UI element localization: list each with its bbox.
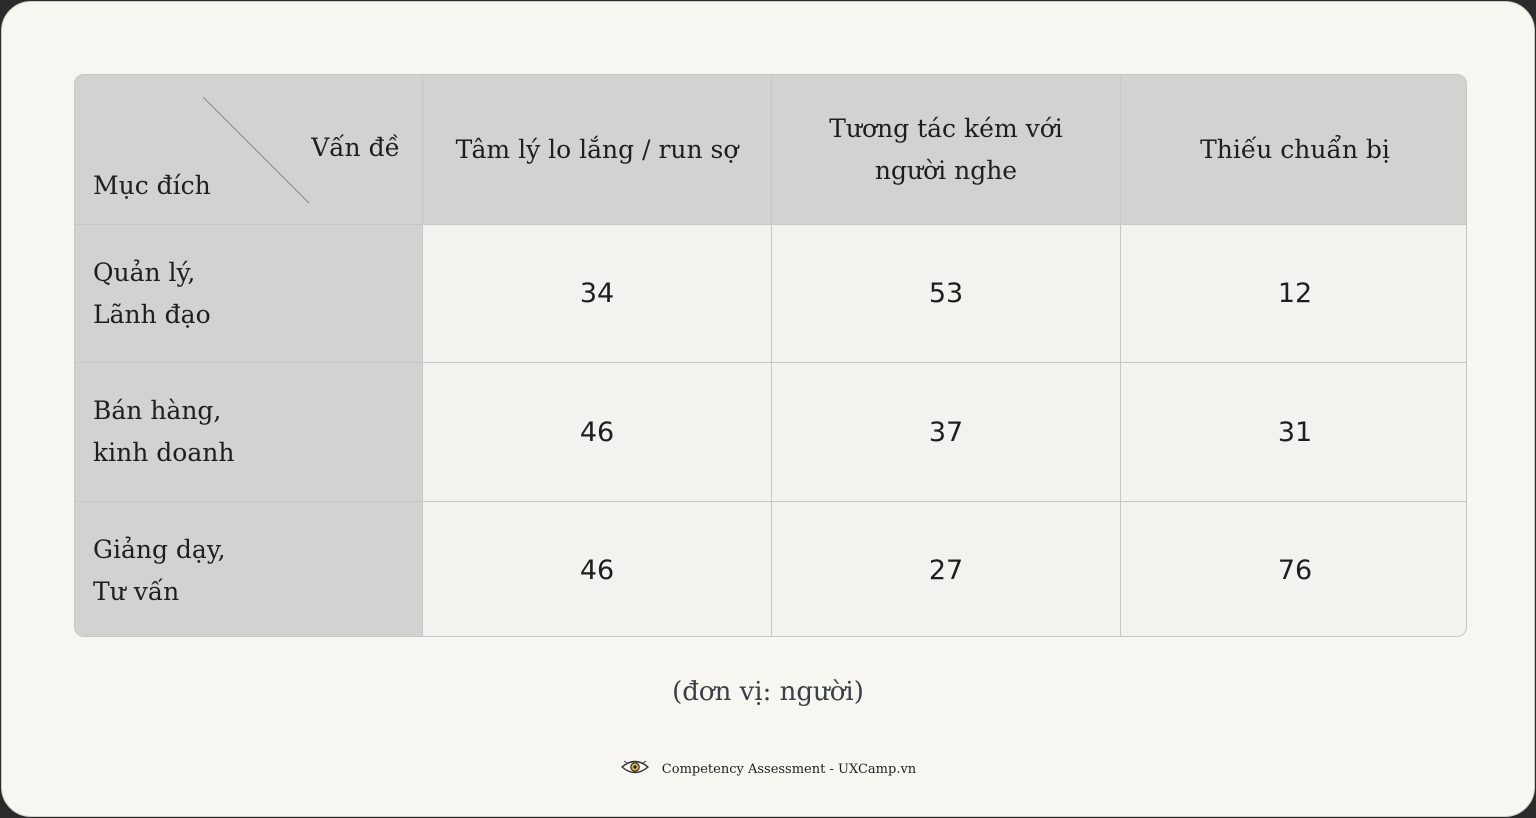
row-header: Bán hàng, kinh doanh <box>75 363 422 501</box>
row-header-line: kinh doanh <box>93 438 235 467</box>
row-axis-label: Mục đích <box>93 171 211 200</box>
table-cell: 31 <box>1121 363 1466 501</box>
table-cell: 46 <box>423 363 771 501</box>
table-cell: 37 <box>772 363 1120 501</box>
table-cell: 46 <box>423 502 771 636</box>
row-header: Giảng dạy, Tư vấn <box>75 502 422 636</box>
table-cell: 34 <box>423 225 771 362</box>
row-header: Quản lý, Lãnh đạo <box>75 225 422 362</box>
table-cell: 27 <box>772 502 1120 636</box>
row-header-line: Tư vấn <box>93 576 180 606</box>
table-cell: 76 <box>1121 502 1466 636</box>
table-cell: 12 <box>1121 225 1466 362</box>
footer-text: Competency Assessment - UXCamp.vn <box>661 761 917 777</box>
corner-header-cell: Vấn đề Mục đích <box>75 75 422 224</box>
column-header: Tâm lý lo lắng / run sợ <box>423 75 771 224</box>
eye-icon <box>620 756 650 782</box>
column-header: Tương tác kém với người nghe <box>772 75 1120 224</box>
corner-diagonal-line <box>202 96 310 204</box>
row-header-line: Quản lý, <box>93 257 196 287</box>
unit-note: (đơn vị: người) <box>672 677 864 707</box>
data-table: Vấn đề Mục đích Tâm lý lo lắng / run sợ … <box>74 74 1467 637</box>
table-cell: 53 <box>772 225 1120 362</box>
row-header-line: Lãnh đạo <box>93 299 211 329</box>
footer: Competency Assessment - UXCamp.vn <box>2 756 1534 782</box>
row-header-line: Bán hàng, <box>93 396 222 425</box>
row-header-line: Giảng dạy, <box>93 534 226 564</box>
column-axis-label: Vấn đề <box>311 133 400 162</box>
column-header: Thiếu chuẩn bị <box>1121 75 1466 224</box>
